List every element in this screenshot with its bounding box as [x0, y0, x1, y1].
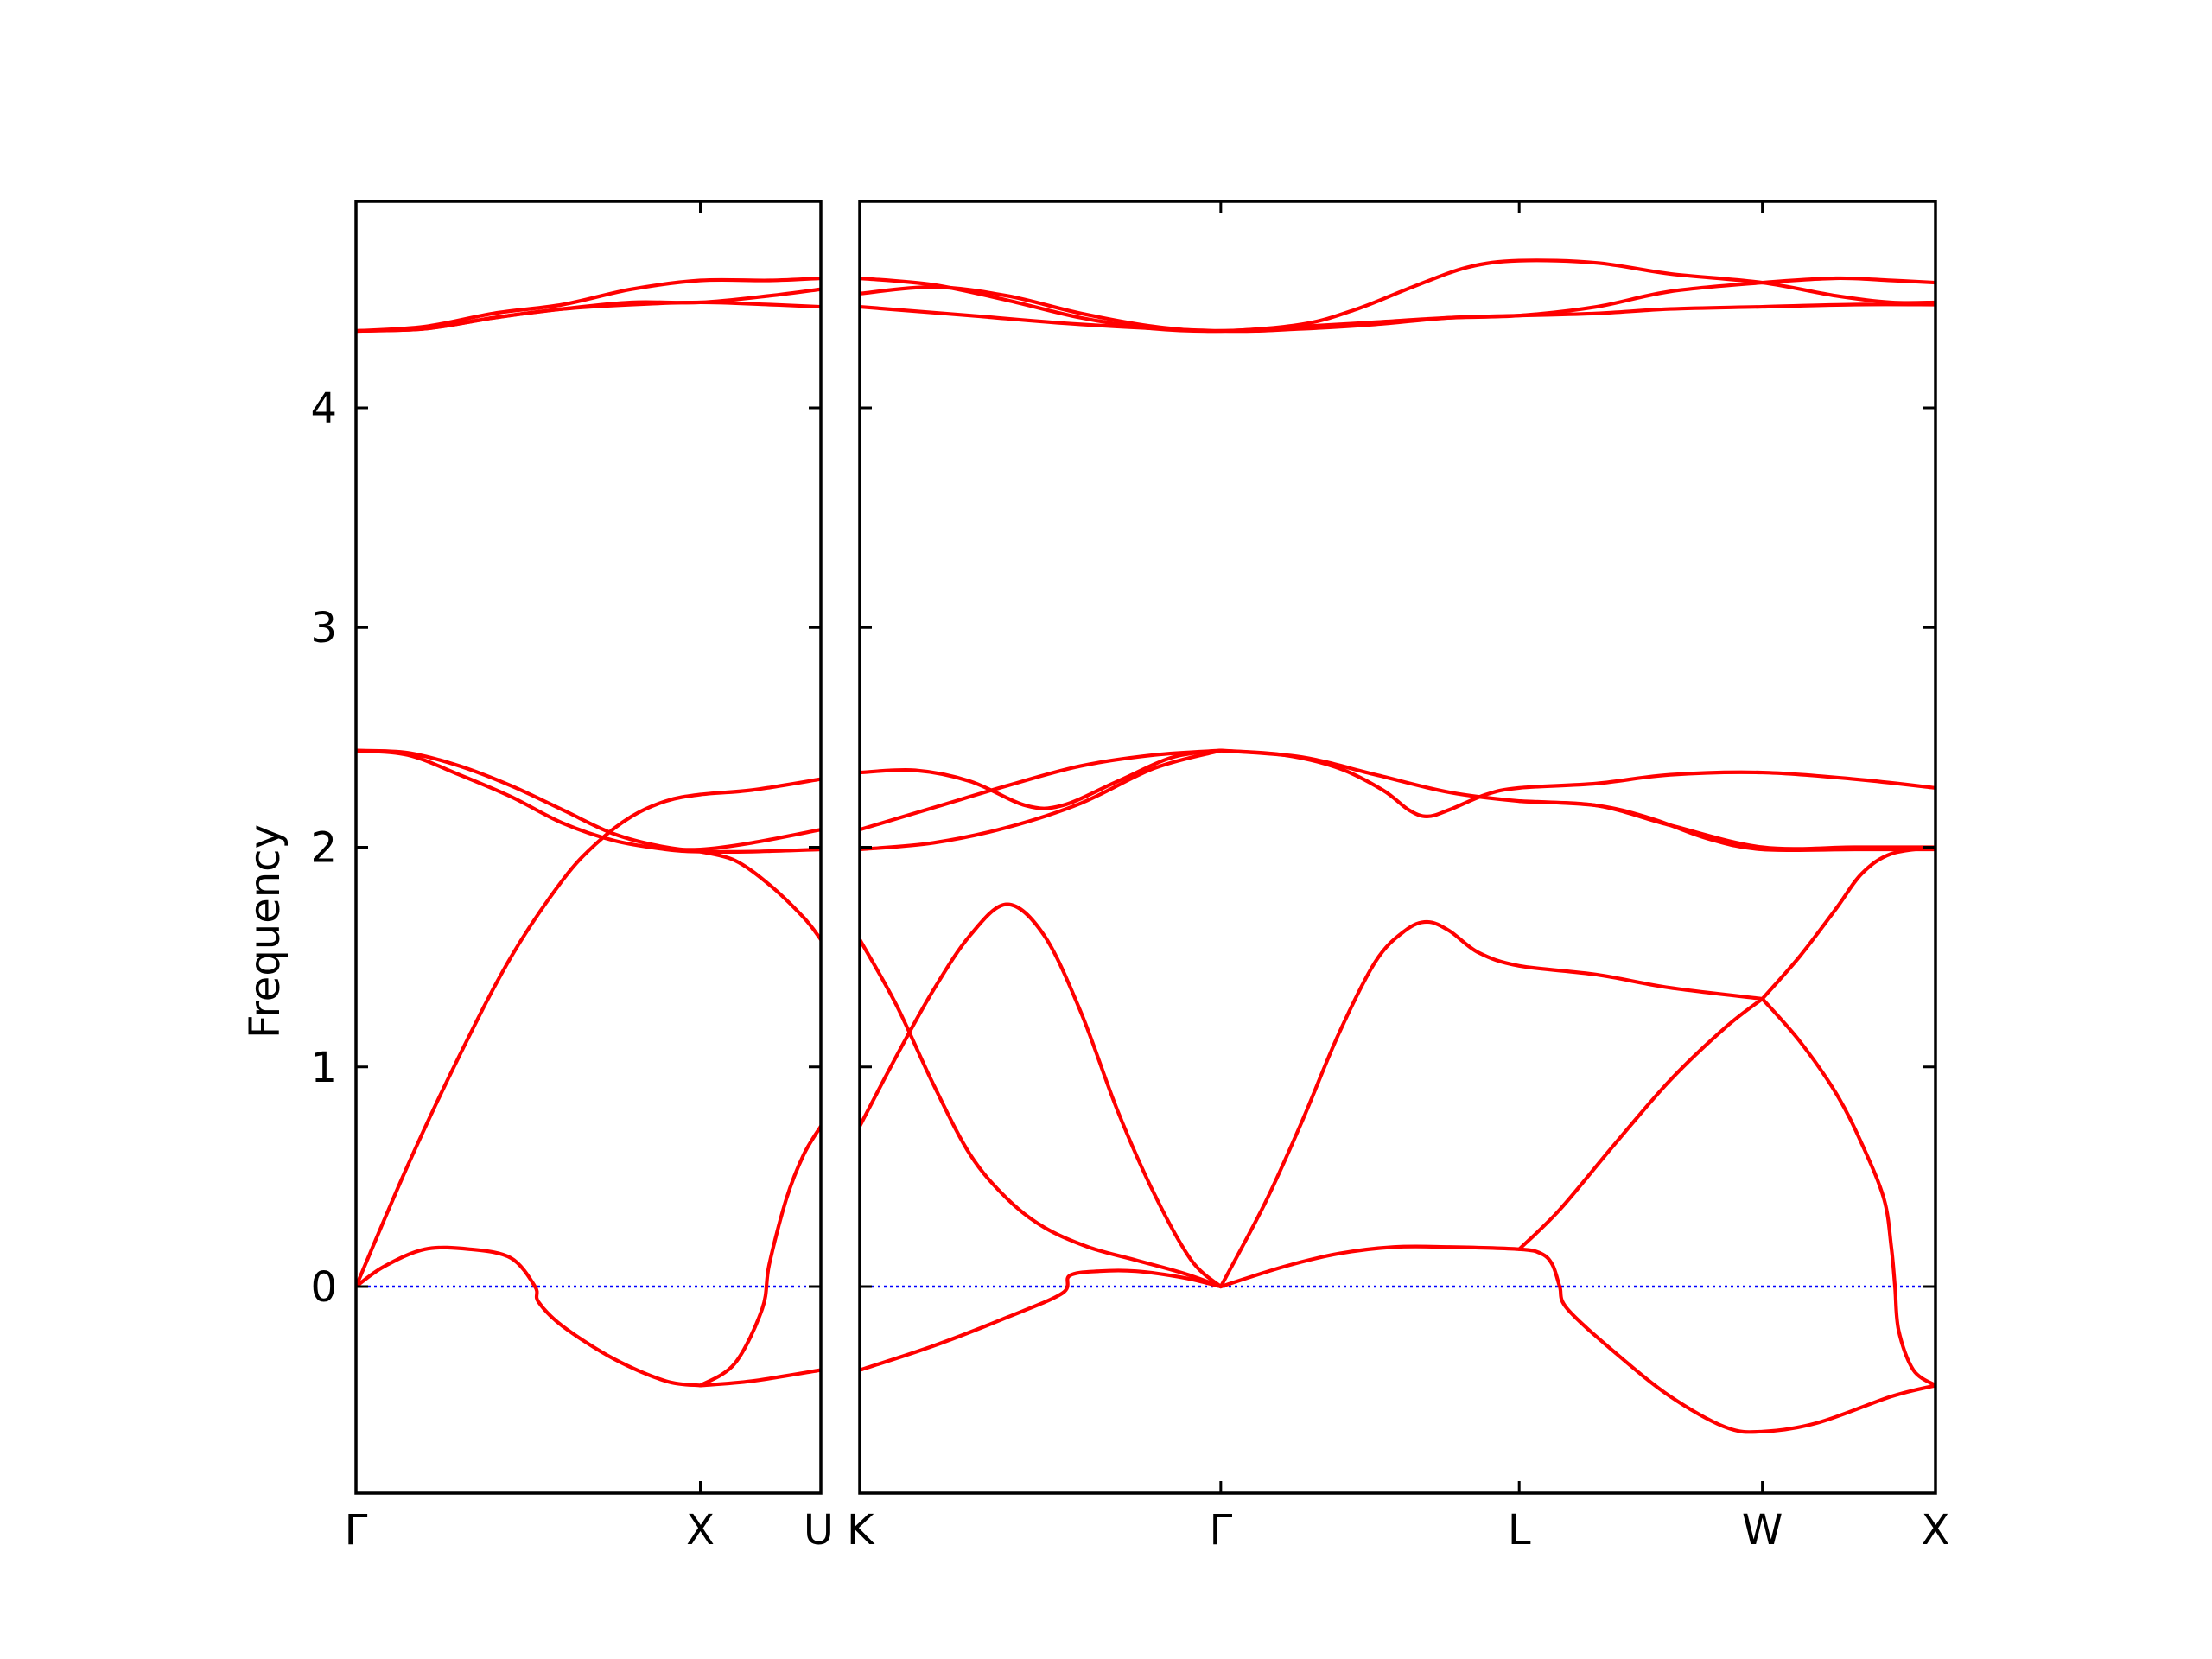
y-tick-label: 3: [310, 604, 337, 652]
band-line-right-11: [1218, 748, 1936, 818]
band-line-left-3: [356, 748, 821, 852]
bands-right: [860, 258, 1936, 1434]
band-line-right-9: [860, 748, 1223, 832]
band-line-right-8: [860, 748, 1223, 810]
x-tick-label: Γ: [1209, 1506, 1232, 1554]
y-tick-label: 1: [310, 1044, 337, 1092]
y-tick-label: 2: [310, 824, 337, 873]
band-line-right-13: [1517, 799, 1936, 853]
band-line-left-2: [356, 777, 821, 1289]
band-line-right-0: [860, 1268, 1223, 1372]
band-line-right-1: [860, 938, 1223, 1289]
panels-layer: 0 1 2 3 4 Γ X U K Γ L W X: [310, 200, 1950, 1554]
y-axis-title-group: Frequency: [241, 824, 289, 1039]
y-tick-label: 4: [310, 385, 337, 433]
y-axis-title: Frequency: [241, 824, 289, 1039]
x-tick-label: Γ: [345, 1506, 368, 1554]
band-line-left-1: [698, 1368, 821, 1388]
x-tick-label: U: [804, 1506, 834, 1554]
band-line-right-15: [860, 258, 1936, 334]
x-tick-label: K: [847, 1506, 875, 1554]
band-line-right-2: [860, 902, 1223, 1289]
band-line-left-0: [356, 1245, 702, 1388]
y-tick-label: 0: [310, 1263, 337, 1312]
bands-left: [356, 276, 821, 1388]
band-line-right-3: [1218, 919, 1764, 1289]
x-tick-label: X: [686, 1506, 715, 1554]
x-tick-label: X: [1922, 1506, 1950, 1554]
band-line-right-5: [1517, 996, 1764, 1251]
x-tick-label: W: [1742, 1506, 1783, 1554]
panel-left: 0 1 2 3 4 Γ X U: [310, 200, 834, 1554]
band-line-left-9: [356, 276, 821, 334]
x-tick-label: L: [1508, 1506, 1531, 1554]
band-line-right-16: [860, 276, 1936, 334]
band-line-right-6: [1760, 845, 1936, 1001]
band-line-left-8: [356, 287, 821, 334]
band-line-left-5: [698, 1124, 821, 1388]
band-line-left-6: [698, 849, 821, 942]
band-line-right-10: [860, 748, 1223, 852]
band-line-right-7: [1760, 996, 1936, 1388]
band-line-left-4: [356, 748, 821, 855]
band-line-right-4: [1218, 1244, 1936, 1434]
